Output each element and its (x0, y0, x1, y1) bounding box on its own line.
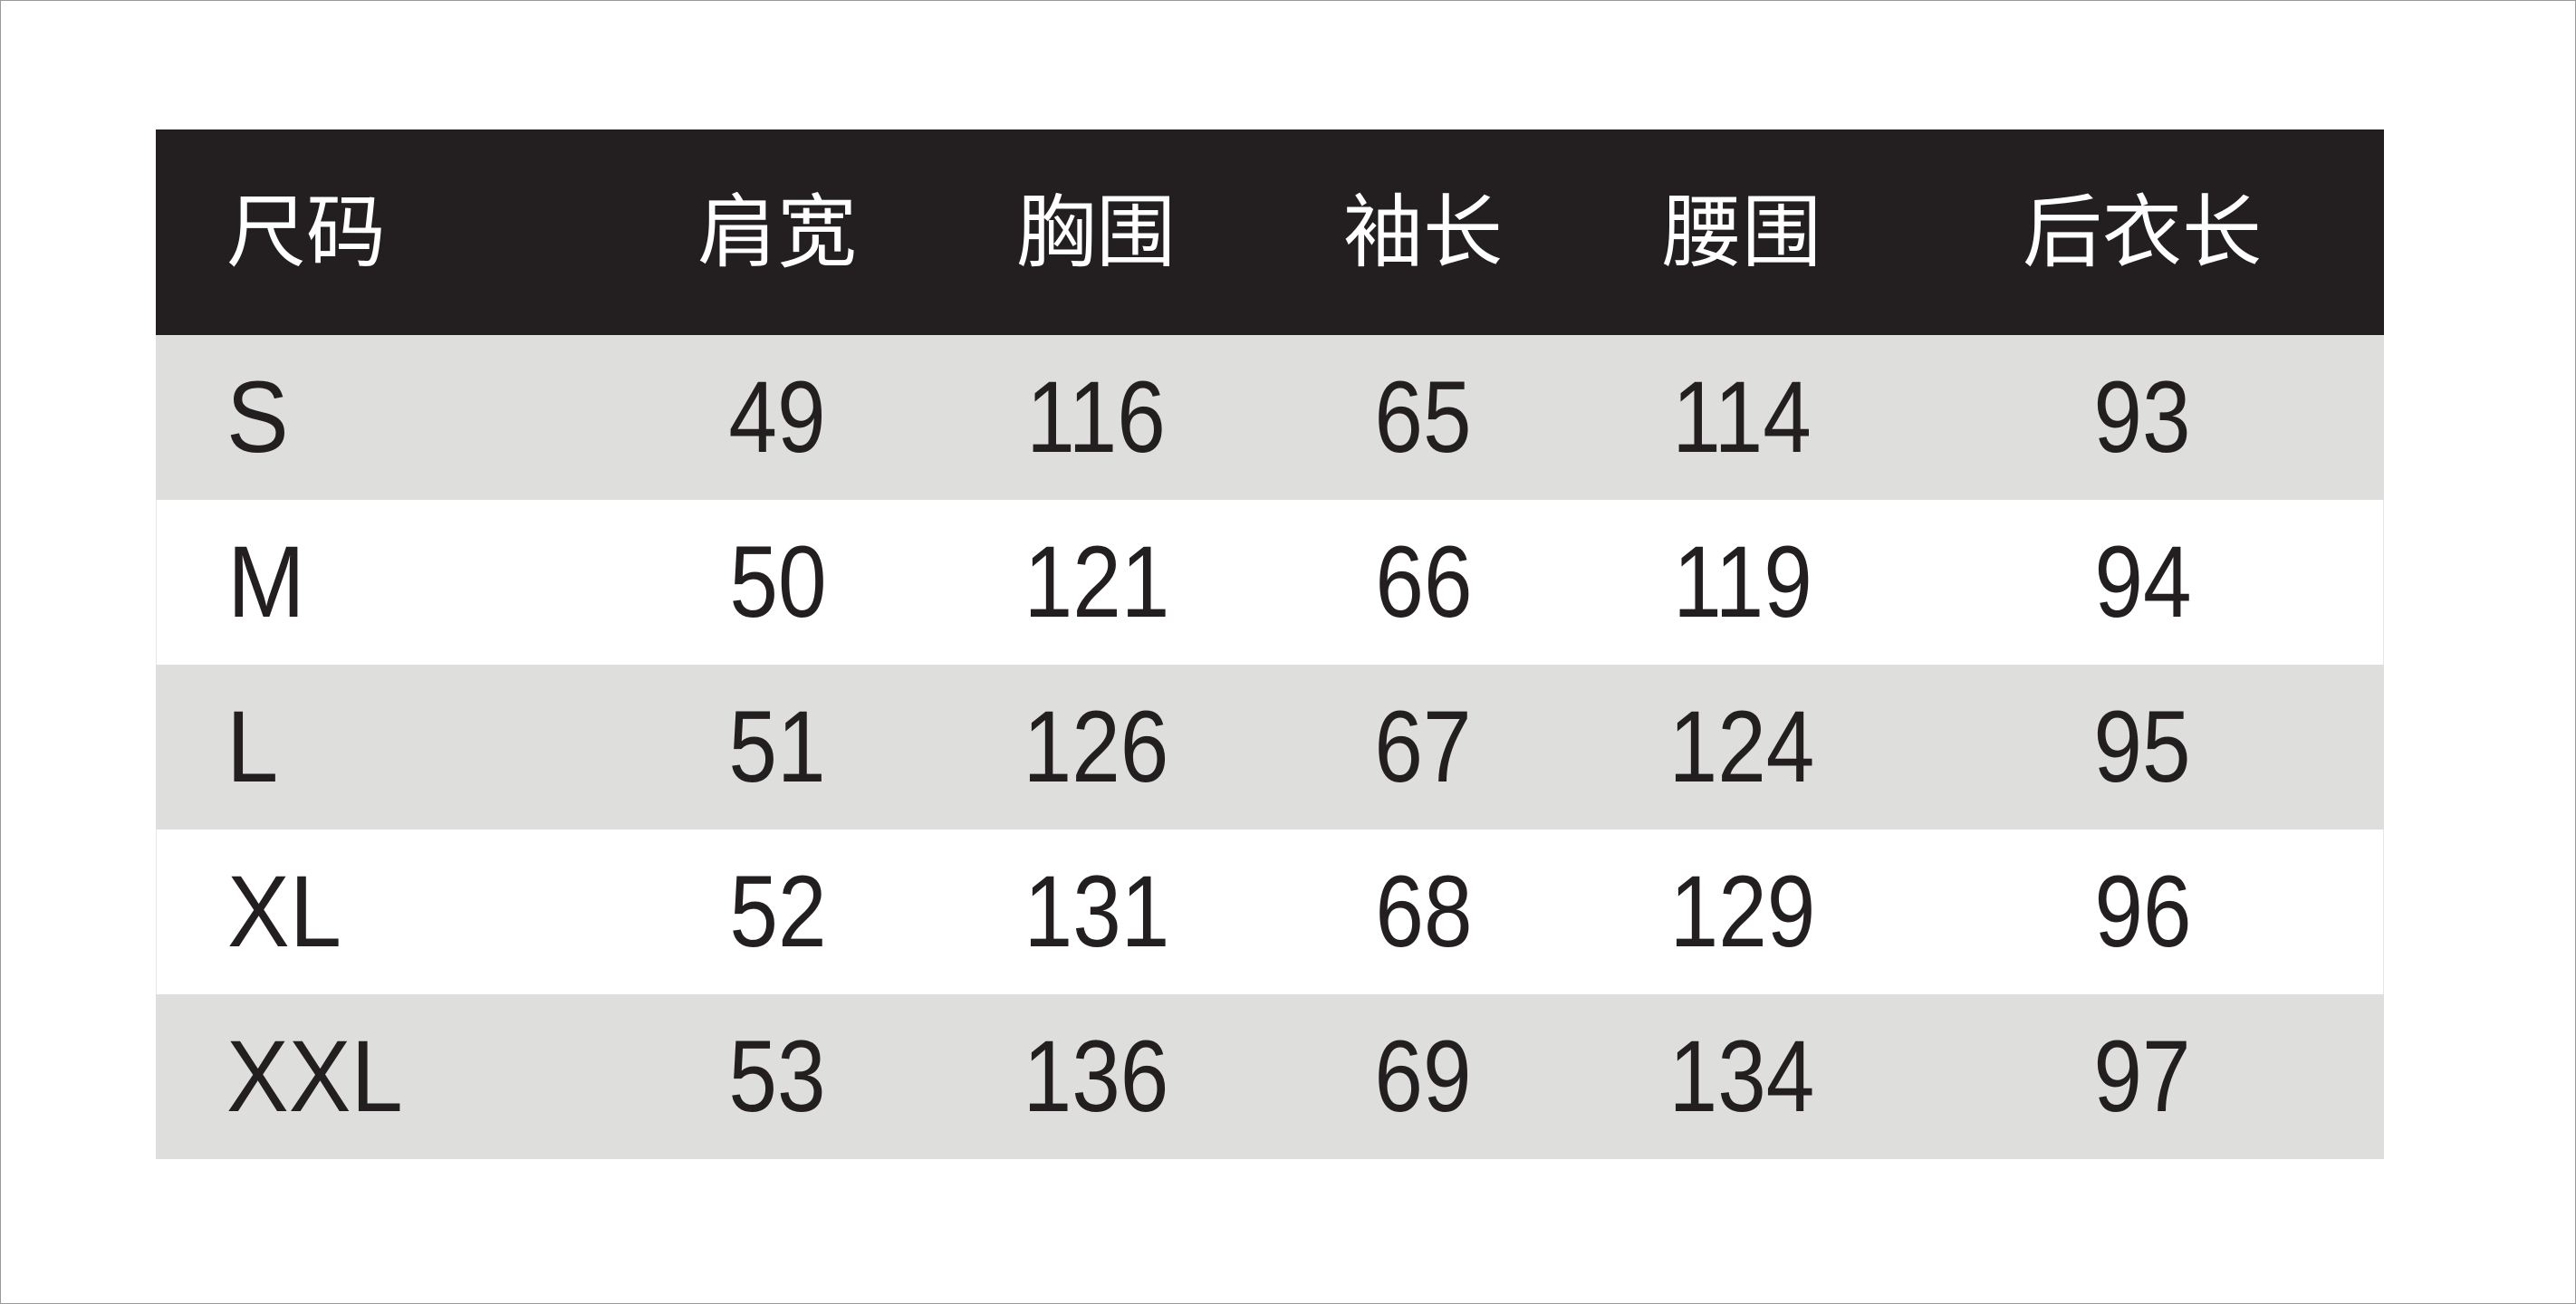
size-chart-table: 尺码 肩宽 胸围 袖长 腰围 后衣长 S 49 116 65 114 93 M 50 121 66… (156, 129, 2384, 1159)
cell-back-length: 96 (2094, 855, 2192, 968)
cell-size: L (226, 690, 279, 803)
table-row: S 49 116 65 114 93 (156, 335, 2384, 500)
cell-waist: 124 (1668, 690, 1815, 803)
cell-chest: 121 (1024, 525, 1170, 638)
header-waist: 腰围 (1661, 187, 1822, 277)
header-chest: 胸围 (1015, 187, 1177, 277)
table-row: XXL 53 136 69 134 97 (156, 994, 2384, 1159)
table-row: L 51 126 67 124 95 (156, 665, 2384, 829)
cell-chest: 131 (1024, 855, 1170, 968)
cell-back-length: 95 (2093, 690, 2191, 803)
cell-size: S (226, 360, 289, 474)
table-row: XL 52 131 68 129 96 (156, 829, 2384, 994)
cell-shoulder-width: 50 (729, 525, 827, 638)
cell-shoulder-width: 53 (728, 1020, 826, 1133)
cell-sleeve-length: 65 (1374, 360, 1472, 474)
cell-waist: 114 (1672, 360, 1812, 474)
cell-shoulder-width: 52 (729, 855, 827, 968)
cell-shoulder-width: 49 (728, 360, 826, 474)
cell-sleeve-length: 67 (1374, 690, 1472, 803)
cell-chest: 126 (1023, 690, 1169, 803)
cell-size: XXL (226, 1020, 403, 1133)
cell-size: M (227, 525, 305, 638)
header-row: 尺码 肩宽 胸围 袖长 腰围 后衣长 (156, 129, 2384, 335)
cell-shoulder-width: 51 (728, 690, 826, 803)
header-size: 尺码 (226, 187, 387, 277)
cell-waist: 134 (1668, 1020, 1815, 1133)
header-sleeve-length: 袖长 (1342, 187, 1504, 277)
cell-waist: 119 (1673, 525, 1812, 638)
cell-sleeve-length: 66 (1375, 525, 1473, 638)
cell-waist: 129 (1669, 855, 1816, 968)
cell-size: XL (227, 855, 342, 968)
header-back-length: 后衣长 (2022, 187, 2263, 277)
cell-chest: 136 (1023, 1020, 1169, 1133)
cell-back-length: 97 (2093, 1020, 2191, 1133)
cell-sleeve-length: 68 (1375, 855, 1473, 968)
table-row: M 50 121 66 119 94 (156, 500, 2384, 665)
cell-back-length: 93 (2093, 360, 2191, 474)
cell-chest: 116 (1026, 360, 1166, 474)
cell-sleeve-length: 69 (1374, 1020, 1472, 1133)
cell-back-length: 94 (2094, 525, 2192, 638)
header-shoulder-width: 肩宽 (697, 187, 858, 277)
